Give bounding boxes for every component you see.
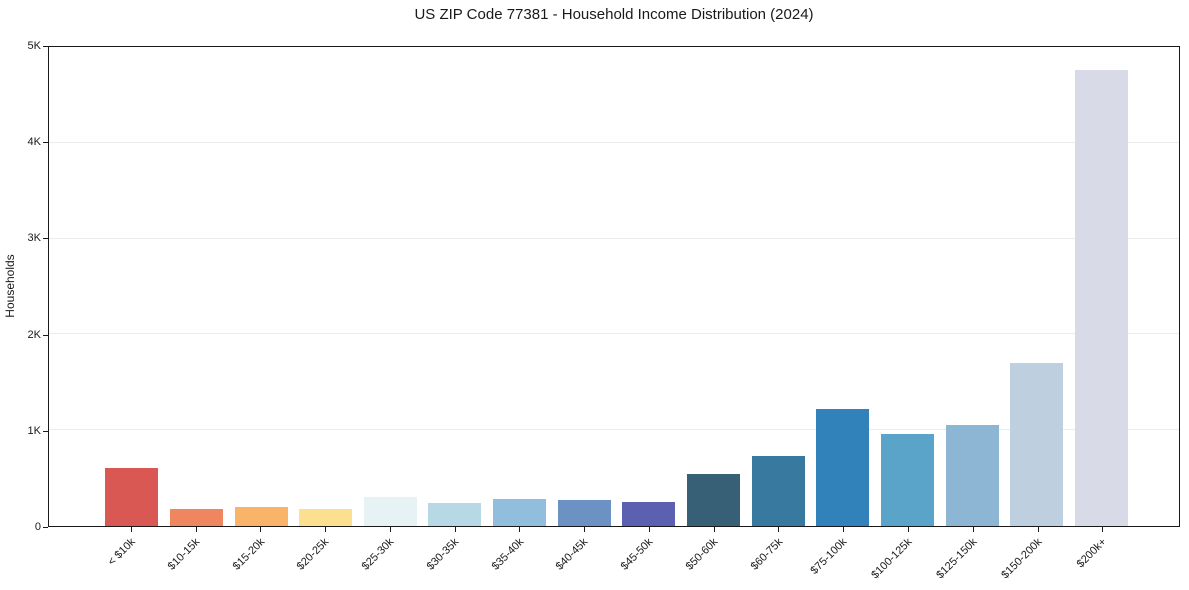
bar-$125-150k — [945, 425, 999, 526]
x-tick-label-$125-150k: $125-150k — [934, 536, 980, 582]
bar-< $10k — [105, 467, 159, 526]
y-tick-label-5K: 5K — [27, 40, 41, 52]
y-tick-mark-1K — [43, 430, 48, 432]
x-tick-mark-$20-25k — [325, 527, 327, 532]
x-tick-mark-$75-100k — [843, 527, 845, 532]
y-tick-label-3K: 3K — [27, 232, 41, 245]
y-tick-mark-3K — [43, 238, 48, 240]
x-tick-label-$30-35k: $30-35k — [424, 536, 462, 573]
x-tick-mark-$45-50k — [648, 527, 650, 532]
x-tick-label-< $10k: < $10k — [105, 536, 138, 569]
bar-$40-45k — [557, 500, 611, 526]
x-tick-label-$25-30k: $25-30k — [359, 536, 397, 573]
x-tick-label-$60-75k: $60-75k — [748, 536, 785, 573]
x-tick-mark-$100-125k — [908, 527, 909, 532]
x-tick-mark-$10-15k — [195, 527, 197, 532]
x-tick-mark-$150-200k — [1037, 527, 1039, 532]
gridline-1000 — [49, 429, 1179, 431]
bar-$200k+ — [1074, 70, 1128, 526]
x-tick-mark-$15-20k — [260, 527, 262, 532]
x-tick-label-$200k+: $200k+ — [1074, 536, 1109, 571]
x-tick-label-$15-20k: $15-20k — [230, 536, 267, 573]
y-tick-label-4K: 4K — [27, 136, 41, 149]
bar-$50-60k — [687, 473, 741, 526]
x-tick-mark-$50-60k — [713, 527, 715, 532]
x-tick-mark-$200k+ — [1102, 527, 1104, 532]
y-tick-mark-0 — [43, 527, 48, 528]
x-tick-label-$100-125k: $100-125k — [869, 536, 915, 582]
bar-$35-40k — [493, 498, 547, 526]
y-tick-label-0: 0 — [34, 521, 41, 533]
x-tick-mark-$25-30k — [389, 527, 391, 532]
y-tick-mark-2K — [43, 334, 48, 336]
gridline-2000 — [49, 333, 1179, 335]
y-tick-label-1K: 1K — [27, 424, 41, 437]
x-tick-label-$20-25k: $20-25k — [295, 536, 332, 573]
bar-$20-25k — [299, 509, 353, 526]
x-tick-label-$50-60k: $50-60k — [683, 536, 721, 573]
x-tick-mark-$125-150k — [972, 527, 974, 532]
x-tick-mark-$30-35k — [454, 527, 456, 532]
y-tick-label-2K: 2K — [27, 328, 41, 341]
x-tick-label-$35-40k: $35-40k — [489, 536, 526, 573]
x-tick-label-$45-50k: $45-50k — [618, 536, 656, 573]
bar-$60-75k — [751, 456, 805, 526]
x-tick-label-$75-100k: $75-100k — [808, 536, 850, 577]
y-tick-mark-5K — [43, 46, 48, 47]
bar-$100-125k — [880, 433, 934, 526]
bar-$75-100k — [816, 408, 870, 526]
x-tick-label-$40-45k: $40-45k — [554, 536, 591, 573]
x-tick-mark-$60-75k — [778, 527, 780, 532]
x-tick-label-$10-15k: $10-15k — [165, 536, 203, 573]
x-tick-mark-< $10k — [130, 527, 132, 532]
bar-$150-200k — [1010, 362, 1064, 526]
bar-$10-15k — [169, 508, 223, 526]
gridline-4000 — [49, 141, 1179, 143]
y-axis-label: Households — [3, 254, 17, 318]
x-tick-mark-$35-40k — [519, 527, 521, 532]
bar-$30-35k — [428, 503, 482, 526]
chart-title: US ZIP Code 77381 - Household Income Dis… — [414, 6, 814, 23]
y-tick-mark-4K — [43, 142, 48, 144]
bar-$45-50k — [622, 502, 676, 526]
x-tick-mark-$40-45k — [584, 527, 586, 532]
bar-$25-30k — [363, 496, 417, 526]
gridline-3000 — [49, 237, 1179, 239]
bar-$15-20k — [234, 506, 288, 526]
x-tick-label-$150-200k: $150-200k — [998, 536, 1045, 582]
plot-area — [48, 46, 1180, 527]
